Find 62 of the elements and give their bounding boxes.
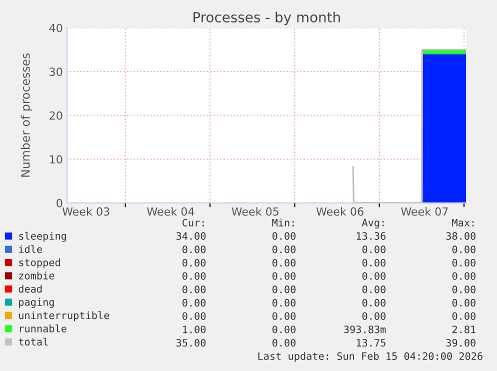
text: 0.00 — [362, 272, 386, 280]
text: 0.00 — [272, 272, 296, 280]
x-tick-label: Week 03 — [62, 207, 110, 216]
text: 0.00 — [182, 246, 206, 254]
text: 0.00 — [182, 298, 206, 307]
chart-title: Processes - by month — [194, 12, 340, 26]
legend-label: runnable — [20, 324, 66, 332]
text: 0.00 — [452, 312, 476, 320]
text: 0.00 — [452, 258, 476, 267]
x-tick-label: Week 07 — [401, 207, 448, 216]
y-tick-label: 10 — [50, 155, 62, 164]
text: 0.00 — [182, 272, 206, 280]
text: 0.00 — [182, 258, 206, 267]
legend-label: dead — [18, 284, 42, 293]
y-tick-label: 0 — [56, 198, 62, 208]
text: 0.00 — [182, 286, 206, 294]
text: 0.00 — [272, 286, 296, 294]
text: 0.00 — [362, 286, 386, 294]
text: Last update: Sun Feb 15 04:20:00 2026 — [258, 352, 482, 362]
text: 0.00 — [362, 298, 386, 307]
y-tick-label: 20 — [50, 111, 62, 120]
text: 35.00 — [176, 338, 206, 347]
text: 0.00 — [272, 246, 296, 254]
legend-label: uninterruptible — [19, 311, 110, 322]
text: 393.83m — [344, 326, 386, 334]
text: 0.00 — [272, 326, 296, 334]
text: 0.00 — [452, 246, 476, 254]
legend-label: idle — [19, 245, 42, 254]
text: 34.00 — [176, 232, 206, 240]
text: 0.00 — [272, 312, 296, 320]
text: Cur: — [182, 218, 204, 226]
text: 0.00 — [362, 312, 386, 320]
text: 38.00 — [446, 232, 476, 240]
text: 0.00 — [272, 338, 296, 347]
text: 1.00 — [183, 326, 206, 334]
x-tick-label: Week 06 — [316, 207, 364, 216]
x-tick-label: Week 05 — [232, 207, 278, 216]
text: 0.00 — [362, 258, 386, 267]
text: Min: — [272, 218, 294, 226]
legend-label: zombie — [19, 272, 54, 280]
y-tick-label: 40 — [49, 24, 62, 32]
x-tick-label: Week 04 — [147, 207, 194, 216]
legend-label: sleeping — [19, 232, 66, 242]
text: 0.00 — [452, 286, 476, 294]
legend-label: total — [18, 338, 48, 346]
text: 13.75 — [356, 338, 386, 347]
y-tick-label: 30 — [50, 68, 62, 76]
text: 2.81 — [452, 326, 476, 334]
text: 13.36 — [356, 232, 386, 240]
text: Avg: — [362, 218, 384, 228]
legend-label: stopped — [19, 258, 60, 268]
text: 0.00 — [452, 272, 476, 280]
text: 39.00 — [446, 338, 476, 347]
text: 0.00 — [272, 258, 296, 267]
text: 0.00 — [272, 298, 296, 307]
text: 0.00 — [182, 312, 206, 320]
text: 0.00 — [452, 298, 476, 307]
legend-label: paging — [19, 298, 54, 308]
text: 0.00 — [272, 232, 296, 240]
text: Max: — [452, 218, 474, 226]
text: 0.00 — [362, 246, 386, 254]
y-axis-title: Number of processes — [20, 53, 32, 177]
